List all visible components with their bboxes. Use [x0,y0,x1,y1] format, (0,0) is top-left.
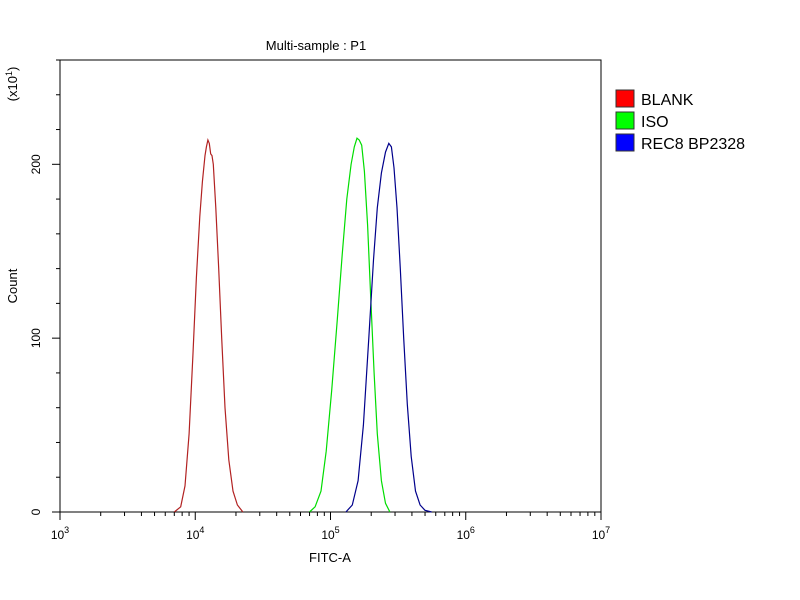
series-layer [173,137,432,513]
plot-frame [59,59,602,513]
y-axis: 0 100 200 [29,59,60,515]
legend-swatch-3 [615,133,635,152]
legend: BLANK ISO REC8 BP2328 [615,89,745,153]
series-line-2 [309,137,391,513]
x-tick-label: 106 [457,525,475,542]
x-axis: 103 104 105 106 107 [51,512,610,542]
legend-swatch-1 [615,89,635,108]
x-tick-label: 107 [592,525,610,542]
chart-title: Multi-sample : P1 [266,38,366,53]
y-tick-label: 0 [29,508,43,515]
y-axis-title: Count [5,268,20,303]
y-tick-label: 200 [29,154,43,174]
y-axis-multiplier: (x101) [4,67,20,102]
series-line-1 [173,137,244,513]
series-line-3 [345,142,432,513]
x-axis-title: FITC-A [309,550,351,565]
legend-label-1: BLANK [641,92,694,109]
legend-label-2: ISO [641,114,669,131]
x-tick-label: 103 [51,525,69,542]
legend-label-3: REC8 BP2328 [641,136,745,153]
x-tick-label: 104 [186,525,204,542]
y-tick-label: 100 [29,328,43,348]
legend-swatch-2 [615,111,635,130]
x-tick-label: 105 [321,525,339,542]
